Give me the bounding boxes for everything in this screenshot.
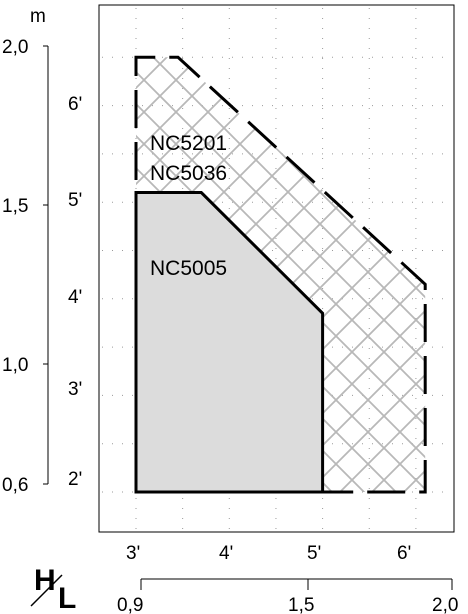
x-feet-tick-label: 3' xyxy=(126,543,140,564)
series-label-nc5005: NC5005 xyxy=(150,257,227,280)
x-feet-tick-label: 6' xyxy=(397,543,411,564)
length-letter: L xyxy=(58,582,76,614)
y-feet-tick-label: 5' xyxy=(68,190,82,211)
y-feet-tick-label: 6' xyxy=(68,94,82,115)
x-feet-tick-label: 4' xyxy=(219,543,233,564)
y-metric-tick-label: 1,0 xyxy=(2,355,28,376)
y-feet-tick-label: 2' xyxy=(68,469,82,490)
y-metric-tick-label: 1,5 xyxy=(2,196,28,217)
height-length-label: H L xyxy=(30,564,76,614)
x-axis-metric: 0,9 1,5 2,0 xyxy=(117,578,458,614)
y-feet-tick-label: 4' xyxy=(68,287,82,308)
x-metric-tick-label: 1,5 xyxy=(288,595,314,614)
series-label-nc5201: NC5201 xyxy=(150,132,227,155)
slash-divider xyxy=(30,574,63,607)
x-metric-tick-label: 2,0 xyxy=(432,595,458,614)
y-axis-metric: m 2,0 1,5 1,0 0,6 xyxy=(2,6,49,496)
x-axis-feet: 3' 4' 5' 6' xyxy=(126,543,411,564)
series-label-nc5036: NC5036 xyxy=(150,162,227,185)
y-axis-feet: 6' 5' 4' 3' 2' xyxy=(68,94,82,490)
x-feet-tick-label: 5' xyxy=(307,543,321,564)
y-metric-unit: m xyxy=(30,6,46,27)
y-metric-tick-label: 0,6 xyxy=(2,475,28,496)
y-metric-tick-label: 2,0 xyxy=(2,37,28,58)
x-metric-tick-label: 0,9 xyxy=(117,595,143,614)
zones xyxy=(134,55,427,494)
y-feet-tick-label: 3' xyxy=(68,379,82,400)
plot-frame xyxy=(98,4,455,533)
height-letter: H xyxy=(34,564,56,597)
zone-nc5201-outline xyxy=(134,55,427,494)
